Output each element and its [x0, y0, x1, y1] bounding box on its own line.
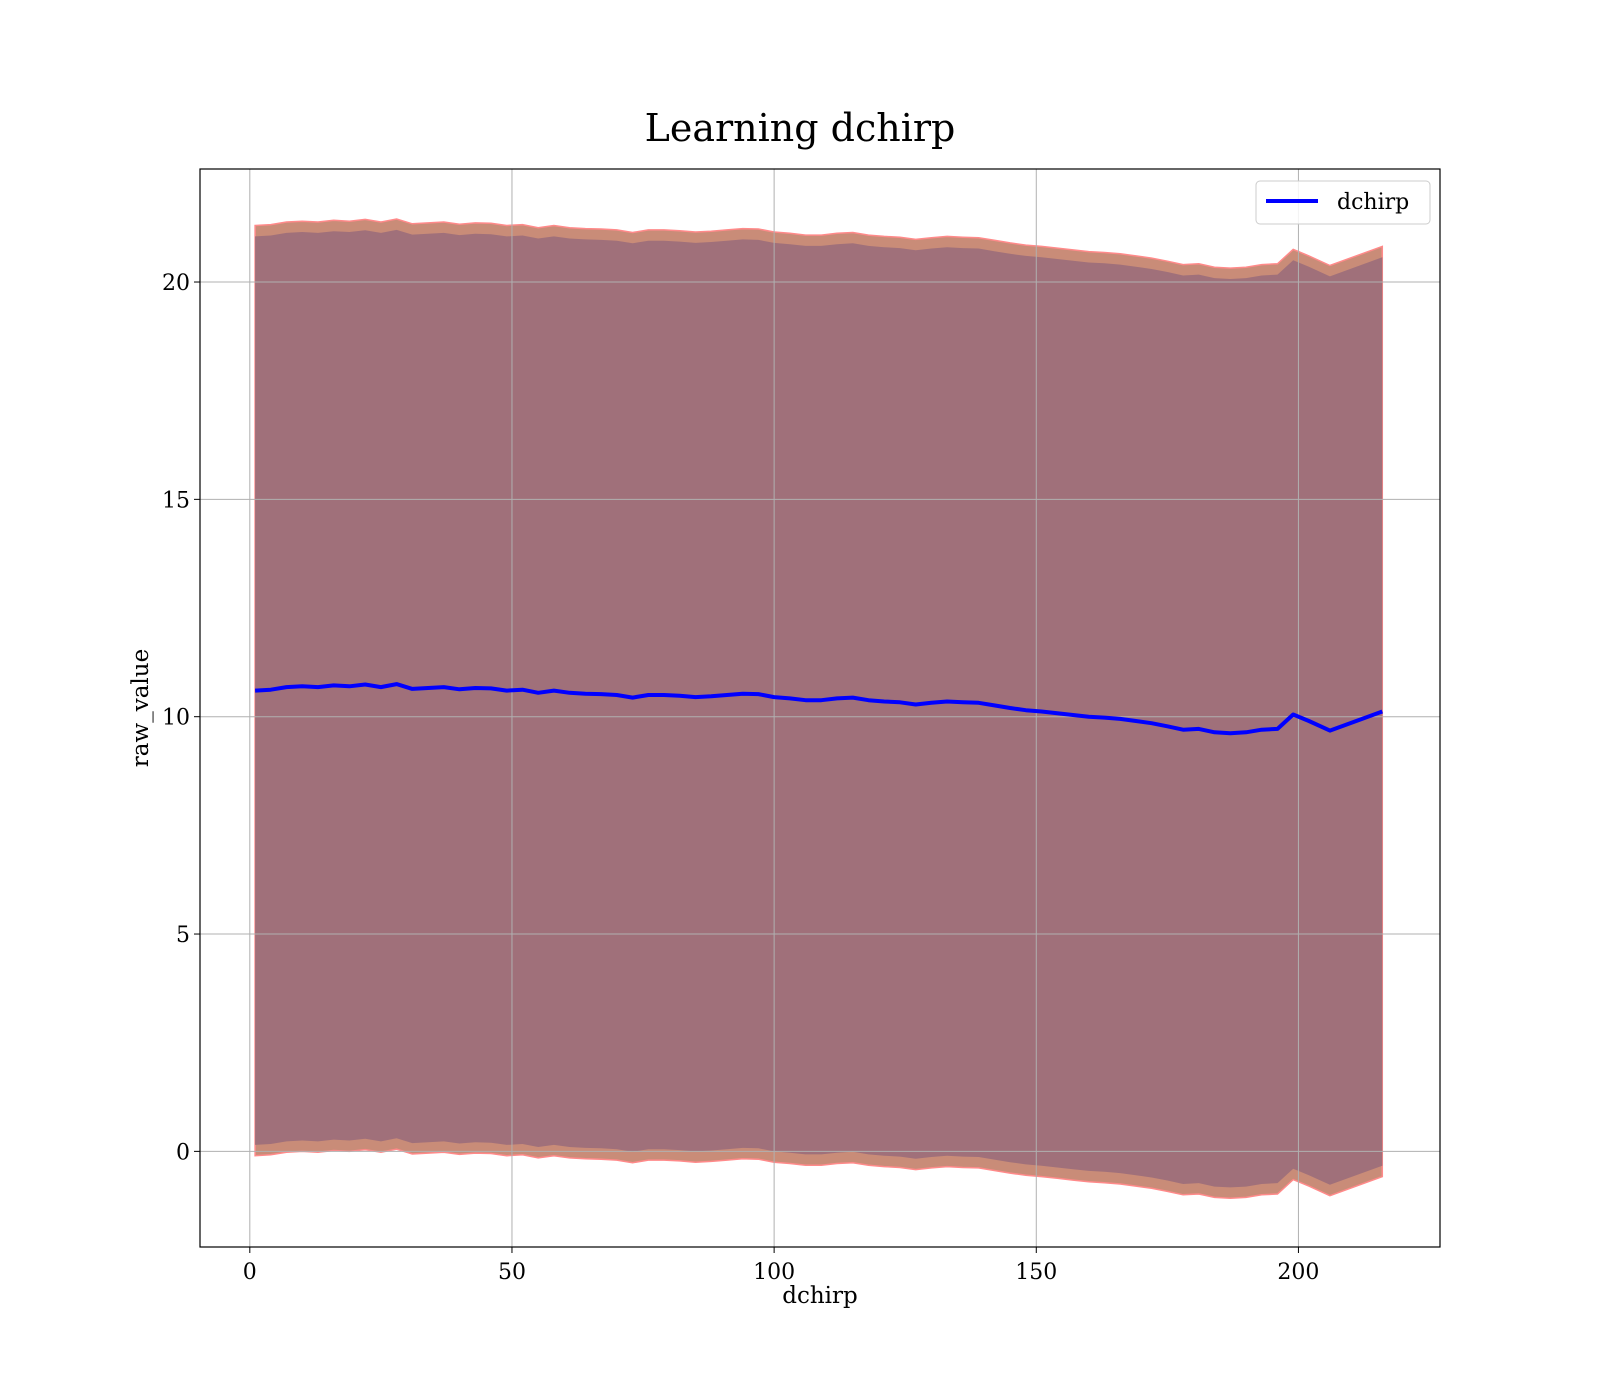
y-tick-label: 5 — [176, 923, 190, 948]
plot-frame — [199, 168, 1441, 1248]
confidence-bands — [254, 218, 1384, 1200]
series-lines — [254, 682, 1383, 736]
x-tick-label: 200 — [1277, 1260, 1319, 1285]
legend: dchirp — [1255, 180, 1431, 225]
y-tick-label: 0 — [176, 1140, 190, 1165]
y-ticks: 0 5 10 15 20 — [162, 271, 200, 1165]
x-tick-label: 150 — [1015, 1260, 1057, 1285]
x-ticks: 0 50 100 150 200 — [243, 1247, 1319, 1285]
x-tick-label: 50 — [498, 1260, 526, 1285]
x-tick-label: 0 — [243, 1260, 257, 1285]
y-axis-label: raw_value — [128, 649, 154, 767]
series-line-dchirp — [254, 682, 1383, 736]
grid — [200, 169, 1440, 1247]
x-tick-label: 100 — [753, 1260, 795, 1285]
inner-band — [255, 229, 1383, 1188]
y-tick-label: 20 — [162, 271, 190, 296]
x-axis-label: dchirp — [782, 1283, 858, 1309]
chart-title: Learning dchirp — [645, 106, 956, 150]
y-tick-label: 15 — [162, 488, 190, 513]
legend-box — [1255, 180, 1431, 225]
legend-label-dchirp: dchirp — [1337, 190, 1409, 215]
y-tick-label: 10 — [162, 706, 190, 731]
